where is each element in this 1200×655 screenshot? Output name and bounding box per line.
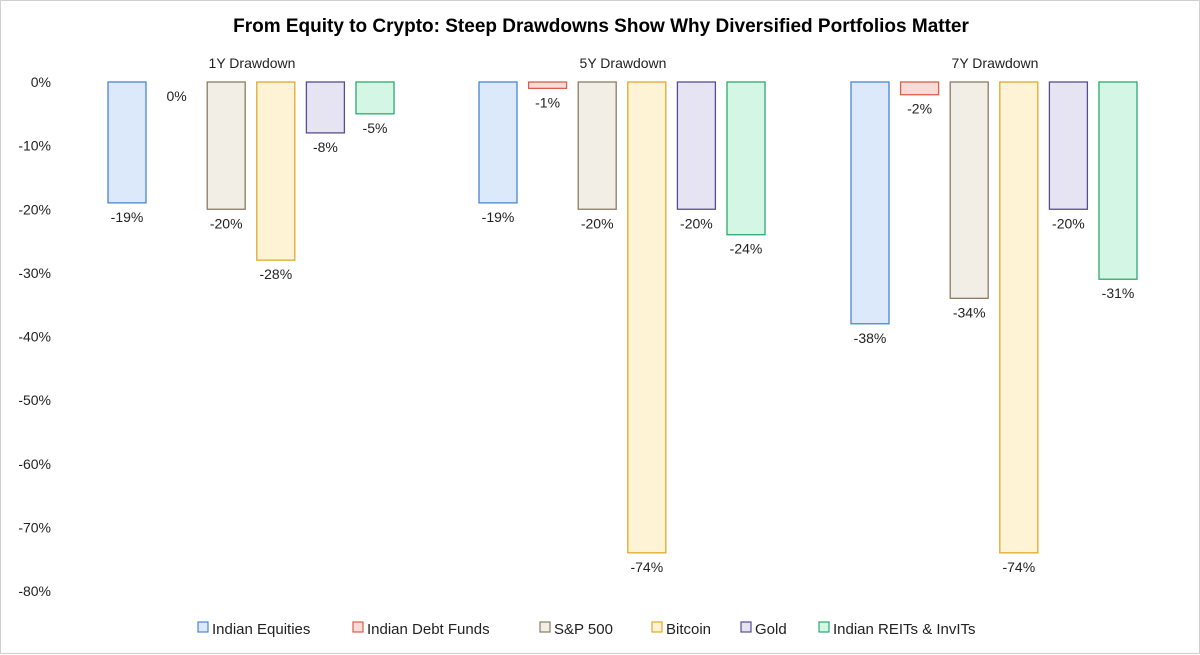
bar xyxy=(899,81,940,96)
y-tick-label: -80% xyxy=(18,583,51,599)
y-tick-label: -70% xyxy=(18,519,51,535)
data-label: -2% xyxy=(907,101,932,117)
bar xyxy=(676,81,717,210)
data-label: -20% xyxy=(210,215,243,231)
y-tick-label: 0% xyxy=(31,74,51,90)
bar xyxy=(305,81,346,134)
bar xyxy=(206,81,246,210)
data-label: -8% xyxy=(313,139,338,155)
legend-swatch xyxy=(539,621,551,633)
y-tick-label: -40% xyxy=(18,329,51,345)
group-label: 1Y Drawdown xyxy=(209,55,296,71)
legend-swatch xyxy=(818,621,830,633)
bar xyxy=(478,81,518,204)
data-label: -1% xyxy=(535,94,560,110)
data-label: -74% xyxy=(1002,559,1035,575)
bar xyxy=(949,81,989,299)
legend-swatch xyxy=(352,621,364,633)
bar xyxy=(999,81,1039,554)
data-label: -31% xyxy=(1102,285,1135,301)
bar xyxy=(850,81,890,325)
data-label: -19% xyxy=(482,209,515,225)
y-tick-label: -10% xyxy=(18,138,51,154)
bar xyxy=(527,81,568,90)
bar xyxy=(355,81,395,115)
legend-label: S&P 500 xyxy=(554,621,613,638)
y-tick-label: -60% xyxy=(18,456,51,472)
group-labels: 1Y Drawdown 5Y Drawdown 7Y Drawdown xyxy=(209,55,1039,71)
bar xyxy=(627,81,667,554)
data-label: -19% xyxy=(111,209,144,225)
y-tick-label: -30% xyxy=(18,265,51,281)
data-label: -28% xyxy=(259,266,292,282)
bar xyxy=(577,81,617,210)
data-labels: -19% -19% -38% 0% -1% -2% -20% -20% -34% -28% -74%… xyxy=(111,88,1135,575)
data-label: -24% xyxy=(730,241,763,257)
group-label: 7Y Drawdown xyxy=(952,55,1039,71)
legend-swatch xyxy=(651,621,663,633)
y-tick-label: -20% xyxy=(18,201,51,217)
chart-title: From Equity to Crypto: Steep Drawdowns S… xyxy=(233,16,969,37)
data-label: -20% xyxy=(581,215,614,231)
data-label: -5% xyxy=(363,120,388,136)
data-label: -20% xyxy=(1052,215,1085,231)
bar xyxy=(726,81,766,236)
legend-swatch xyxy=(740,621,752,633)
bar xyxy=(1048,81,1089,210)
legend-label: Gold xyxy=(755,621,787,638)
legend: Indian Equities Indian Debt Funds S&P 500 B… xyxy=(197,621,976,638)
bars xyxy=(107,81,1138,554)
data-label: -20% xyxy=(680,215,713,231)
bar xyxy=(256,81,296,261)
legend-swatch xyxy=(197,621,209,633)
legend-label: Indian REITs & InvITs xyxy=(833,621,976,638)
legend-label: Indian Debt Funds xyxy=(367,621,490,638)
data-label: -34% xyxy=(953,304,986,320)
data-label: -38% xyxy=(854,330,887,346)
y-tick-label: -50% xyxy=(18,392,51,408)
group-label: 5Y Drawdown xyxy=(580,55,667,71)
bar xyxy=(107,81,147,204)
data-label: 0% xyxy=(166,88,186,104)
y-axis: 0% -10% -20% -30% -40% -50% -60% -70% -80% xyxy=(18,74,51,599)
legend-label: Bitcoin xyxy=(666,621,711,638)
bar xyxy=(1098,81,1138,280)
data-label: -74% xyxy=(630,559,663,575)
legend-label: Indian Equities xyxy=(212,621,310,638)
